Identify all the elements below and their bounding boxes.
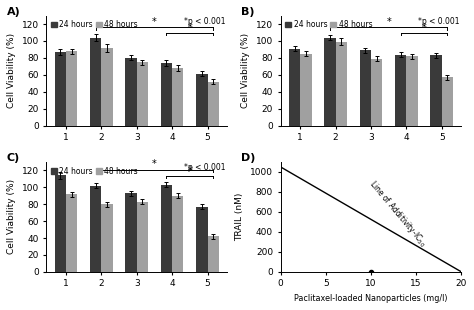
Text: Line of Additivity-IC$_{50}$: Line of Additivity-IC$_{50}$ — [366, 178, 430, 250]
Text: *p < 0.001: *p < 0.001 — [418, 17, 460, 26]
Bar — [395, 55, 406, 126]
Bar — [101, 204, 113, 272]
Bar — [289, 49, 300, 126]
Bar — [161, 185, 172, 272]
Bar — [196, 74, 208, 126]
Bar — [208, 82, 219, 126]
Bar — [300, 54, 311, 126]
Bar — [90, 186, 101, 272]
X-axis label: Paclitaxel-loaded Nanoparticles (mg/l): Paclitaxel-loaded Nanoparticles (mg/l) — [294, 294, 448, 303]
Bar — [442, 77, 453, 126]
Bar — [55, 175, 66, 272]
Legend: 24 hours, 48 hours: 24 hours, 48 hours — [50, 20, 139, 30]
Legend: 24 hours, 48 hours: 24 hours, 48 hours — [284, 20, 373, 30]
Bar — [126, 193, 137, 272]
Bar — [137, 202, 148, 272]
Text: D): D) — [241, 153, 255, 163]
Text: *: * — [152, 159, 157, 169]
Text: A): A) — [7, 7, 20, 17]
Text: *p < 0.001: *p < 0.001 — [184, 17, 225, 26]
Text: *p < 0.001: *p < 0.001 — [184, 163, 225, 172]
Bar — [371, 59, 383, 126]
Bar — [336, 42, 347, 126]
Bar — [360, 50, 371, 126]
Text: *: * — [422, 23, 427, 33]
Bar — [430, 55, 442, 126]
Bar — [406, 56, 418, 126]
Bar — [55, 52, 66, 126]
Bar — [172, 68, 183, 126]
Text: *: * — [188, 23, 192, 33]
Bar — [90, 38, 101, 126]
Bar — [324, 38, 336, 126]
Text: B): B) — [241, 7, 255, 17]
Bar — [196, 207, 208, 272]
Bar — [137, 62, 148, 126]
Bar — [208, 236, 219, 272]
Bar — [66, 194, 77, 272]
Bar — [161, 63, 172, 126]
Legend: 24 hours, 48 hours: 24 hours, 48 hours — [50, 166, 139, 176]
Y-axis label: TRAIL (nM): TRAIL (nM) — [236, 193, 245, 241]
Text: *: * — [386, 17, 391, 27]
Y-axis label: Cell Viability (%): Cell Viability (%) — [7, 33, 16, 108]
Text: *: * — [188, 166, 192, 176]
Bar — [66, 51, 77, 126]
Text: C): C) — [7, 153, 20, 163]
Bar — [126, 58, 137, 126]
Bar — [101, 48, 113, 126]
Y-axis label: Cell Viability (%): Cell Viability (%) — [241, 33, 250, 108]
Text: *: * — [152, 17, 157, 27]
Y-axis label: Cell Viability (%): Cell Viability (%) — [7, 179, 16, 255]
Bar — [172, 196, 183, 272]
